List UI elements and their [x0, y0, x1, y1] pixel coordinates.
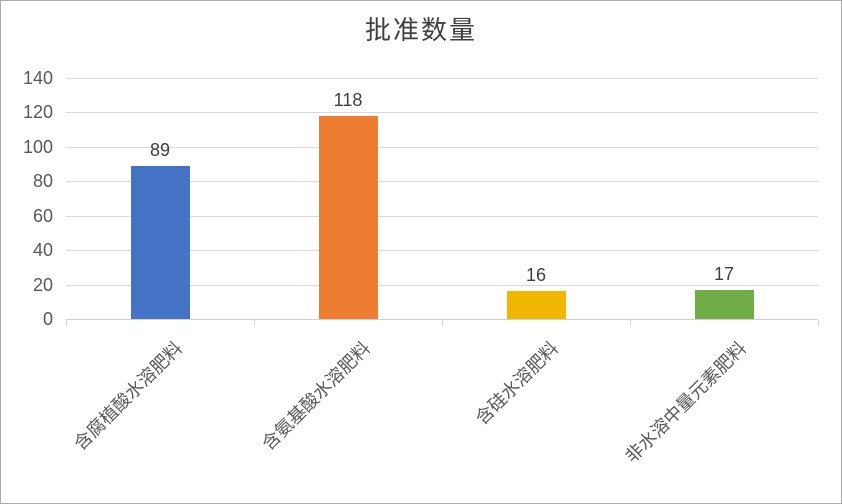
gridline [66, 181, 818, 182]
gridline [66, 285, 818, 286]
x-axis-tick [818, 320, 819, 325]
gridline [66, 78, 818, 79]
bar [131, 166, 190, 319]
y-axis-tick-label: 60 [32, 206, 53, 226]
y-axis-tick-label: 140 [22, 68, 53, 88]
bar-data-label: 16 [525, 265, 547, 285]
x-axis-tick [630, 320, 631, 325]
x-axis-category-label: 含硅水溶肥料 [471, 338, 563, 429]
gridline [66, 112, 818, 113]
y-axis-tick-label: 120 [22, 102, 53, 122]
chart-title: 批准数量 [364, 15, 477, 45]
bar-data-label: 118 [333, 90, 363, 110]
x-axis-line [66, 319, 818, 320]
x-axis-tick [442, 320, 443, 325]
y-axis-tick-label: 20 [32, 275, 53, 295]
gridline [66, 147, 818, 148]
bar [507, 291, 566, 319]
y-axis-tick-label: 0 [42, 309, 53, 329]
x-axis-category-label: 含腐植酸水溶肥料 [70, 338, 187, 454]
gridline [66, 250, 818, 251]
bar [695, 290, 754, 319]
x-axis-category-label: 非水溶中量元素肥料 [621, 338, 751, 467]
bar [319, 116, 378, 319]
x-axis-category-label: 含氨基酸水溶肥料 [258, 338, 375, 454]
y-axis-tick-label: 40 [32, 240, 53, 260]
gridline [66, 216, 818, 217]
bar-data-label: 89 [149, 140, 171, 160]
x-axis-tick [66, 320, 67, 325]
bar-data-label: 17 [713, 264, 735, 284]
y-axis-tick-label: 100 [22, 137, 53, 157]
x-axis-tick [254, 320, 255, 325]
y-axis-tick-label: 80 [32, 171, 53, 191]
